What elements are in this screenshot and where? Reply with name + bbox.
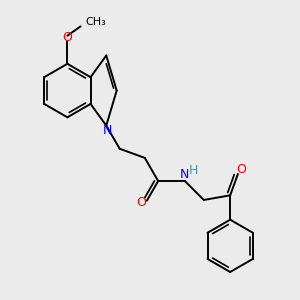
Text: N: N: [103, 124, 112, 137]
Text: CH₃: CH₃: [85, 17, 106, 27]
Text: O: O: [62, 31, 72, 44]
Text: N: N: [180, 168, 190, 181]
Text: O: O: [136, 196, 146, 209]
Text: H: H: [189, 164, 198, 177]
Text: O: O: [236, 163, 246, 176]
